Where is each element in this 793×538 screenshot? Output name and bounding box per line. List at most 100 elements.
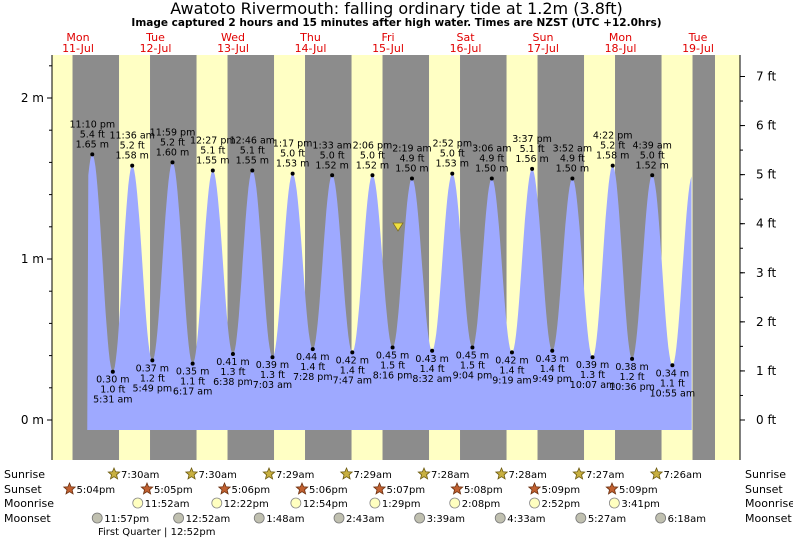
- low-tide-label: 0.44 m: [296, 352, 329, 363]
- moonrise-icon: [290, 497, 302, 509]
- high-tide-point: [170, 160, 175, 165]
- current-tide-marker-icon: [392, 222, 404, 232]
- high-tide-label: 1.52 m: [315, 160, 348, 171]
- low-tide-label: 7:28 pm: [293, 372, 333, 383]
- sunset-row-label-right: Sunset: [745, 483, 783, 496]
- low-tide-label: 1.4 ft: [540, 364, 565, 375]
- high-tide-label: 1.56 m: [515, 154, 548, 165]
- low-tide-point: [630, 356, 635, 361]
- moonrise-icon: [369, 497, 381, 509]
- high-tide-label: 1:17 pm: [273, 139, 313, 150]
- moonrise-row-label-right: Moonrise: [745, 497, 793, 510]
- high-tide-point: [530, 166, 535, 171]
- low-tide-label: 0.43 m: [536, 354, 569, 365]
- low-tide-label: 1.4 ft: [340, 365, 365, 376]
- low-tide-label: 8:16 pm: [373, 371, 413, 382]
- high-tide-label: 5.1 ft: [200, 145, 225, 156]
- moonset-row-label-left: Moonset: [4, 512, 51, 525]
- sunset-time: 5:04pm: [77, 485, 116, 496]
- high-tide-label: 2:19 am: [392, 144, 431, 155]
- sunrise-icon: [184, 466, 199, 480]
- high-tide-label: 4.9 ft: [560, 154, 585, 165]
- right-tick-label: 2 ft: [756, 315, 776, 329]
- high-tide-label: 1.58 m: [596, 151, 629, 162]
- moonset-icon: [91, 512, 103, 524]
- high-tide-label: 5.2 ft: [160, 137, 185, 148]
- sunrise-icon: [494, 466, 509, 480]
- right-tick-label: 1 ft: [756, 364, 776, 378]
- low-tide-label: 0.30 m: [96, 375, 129, 386]
- high-tide-point: [409, 176, 414, 181]
- high-tide-label: 2:06 pm: [353, 140, 393, 151]
- low-tide-label: 7:03 am: [253, 380, 292, 391]
- sunrise-time: 7:30am: [199, 470, 237, 481]
- low-tide-point: [670, 363, 675, 368]
- moonset-icon: [575, 512, 587, 524]
- high-tide-label: 4:39 am: [633, 140, 672, 151]
- low-tide-label: 1.5 ft: [460, 361, 485, 372]
- sunset-row-label-left: Sunset: [4, 483, 42, 496]
- right-tick-label: 3 ft: [756, 266, 776, 280]
- low-tide-point: [190, 361, 195, 366]
- tide-points: 11:10 pm5.4 ft1.65 m 0.30 m1.0 ft5:31 am 1…: [69, 119, 695, 405]
- sunset-time: 5:06pm: [309, 485, 348, 496]
- high-tide-label: 5.0 ft: [320, 150, 345, 161]
- moonrise-row-label-left: Moonrise: [4, 497, 54, 510]
- sunset-time: 5:09pm: [619, 485, 658, 496]
- sunrise-row-label-left: Sunrise: [4, 468, 45, 481]
- high-tide-label: 3:37 pm: [512, 134, 552, 145]
- high-tide-label: 1.50 m: [475, 164, 508, 175]
- moonrise-time: 3:41pm: [621, 499, 660, 510]
- low-tide-label: 9:04 pm: [453, 371, 493, 382]
- high-tide-label: 5.1 ft: [240, 145, 265, 156]
- moonset-icon: [173, 512, 185, 524]
- moonset-time: 5:27am: [588, 514, 626, 525]
- high-tide-label: 5.1 ft: [520, 144, 545, 155]
- low-tide-label: 9:49 pm: [532, 374, 572, 385]
- low-tide-label: 5:31 am: [93, 395, 132, 406]
- moonrise-icon: [132, 497, 144, 509]
- low-tide-label: 0.39 m: [256, 360, 289, 371]
- moonset-icon: [414, 512, 426, 524]
- day-name-label: Mon: [66, 31, 89, 44]
- low-tide-label: 1.4 ft: [499, 365, 524, 376]
- low-tide-label: 0.41 m: [216, 357, 249, 368]
- tide-series: [87, 154, 692, 430]
- sunset-icon: [217, 481, 232, 495]
- day-name-label: Sat: [456, 31, 475, 44]
- high-tide-label: 1.52 m: [356, 160, 389, 171]
- moonrise-icon: [529, 497, 540, 509]
- day-name-label: Tue: [688, 31, 708, 44]
- high-tide-point: [650, 173, 655, 178]
- high-tide-label: 11:10 pm: [69, 119, 115, 130]
- sunset-time: 5:07pm: [387, 485, 426, 496]
- day-date-label: 19-Jul: [682, 42, 714, 55]
- high-tide-point: [210, 168, 215, 173]
- high-tide-label: 2:52 pm: [432, 139, 472, 150]
- high-tide-label: 1.50 m: [556, 164, 589, 175]
- low-tide-label: 1.1 ft: [660, 378, 685, 389]
- night-band: [692, 55, 715, 460]
- high-tide-point: [610, 163, 615, 168]
- sunrise-time: 7:29am: [354, 470, 392, 481]
- high-tide-point: [570, 176, 575, 181]
- low-tide-label: 6:17 am: [173, 387, 212, 398]
- moonrise-time: 12:22pm: [224, 499, 269, 510]
- day-labels: Mon11-JulTue12-JulWed13-JulThu14-JulFri1…: [62, 31, 714, 55]
- high-tide-label: 11:59 pm: [150, 127, 196, 138]
- right-tick-label: 4 ft: [756, 217, 776, 231]
- sunrise-icon: [572, 466, 586, 480]
- moonset-icon: [333, 512, 345, 524]
- day-date-label: 13-Jul: [217, 42, 249, 55]
- low-tide-label: 1.2 ft: [620, 372, 645, 383]
- sunrise-time: 7:27am: [586, 470, 624, 481]
- right-tick-label: 5 ft: [756, 168, 776, 182]
- tide-area: [87, 154, 692, 430]
- low-tide-label: 0.45 m: [456, 351, 489, 362]
- day-date-label: 17-Jul: [527, 42, 559, 55]
- high-tide-label: 1.52 m: [636, 160, 669, 171]
- low-tide-point: [509, 350, 514, 355]
- sunset-icon: [372, 481, 387, 495]
- moonset-time: 2:43am: [346, 514, 384, 525]
